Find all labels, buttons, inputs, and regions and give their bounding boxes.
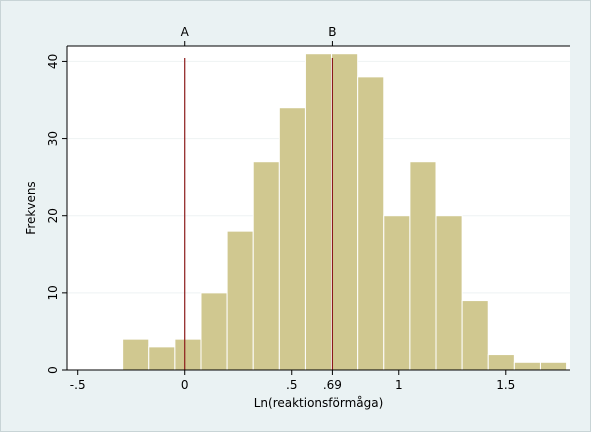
y-tick-label: 40 [46,54,60,69]
histogram-bar [409,161,437,371]
axes: -.5 0 .5 .69 1 1.5 0 10 20 30 40 [46,45,570,392]
histogram-bar [487,354,515,371]
reference-line-label: B [328,25,336,39]
histogram-bar [539,361,568,371]
x-tick-label: -.5 [70,378,86,392]
histogram-bar [331,53,359,371]
histogram-bar [461,300,489,371]
histogram-bar [252,161,280,371]
bars [122,53,568,371]
histogram-bar [122,338,150,371]
histogram-bar [357,76,385,371]
x-tick-label: .5 [286,378,297,392]
x-tick-label: 1 [395,378,403,392]
y-tick-label: 0 [46,366,60,374]
histogram-bar [148,346,176,371]
histogram-bar [513,361,541,371]
histogram-bar [278,107,306,371]
y-axis-label: Frekvens [24,181,38,234]
histogram-bar [226,230,254,371]
x-axis-label: Ln(reaktionsförmåga) [254,396,384,410]
histogram-bar [200,292,228,371]
x-tick-label: 0 [181,378,189,392]
histogram-bar [383,215,411,371]
x-tick-label: .69 [323,378,342,392]
reference-line-label: A [181,25,190,39]
histogram-bar [174,338,202,371]
histogram-bar [435,215,463,371]
y-tick-label: 30 [46,131,60,146]
x-tick-label: 1.5 [496,378,515,392]
y-tick-label: 20 [46,208,60,223]
y-tick-label: 10 [46,285,60,300]
histogram-bar [304,53,333,371]
